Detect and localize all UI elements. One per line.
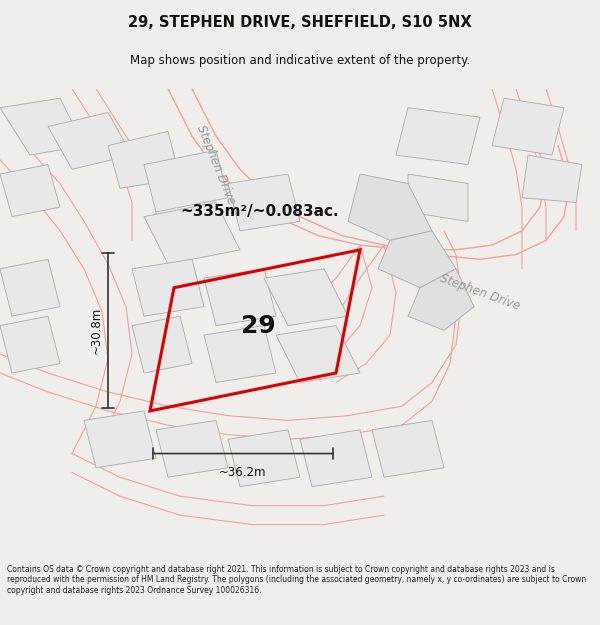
Polygon shape: [204, 326, 276, 382]
Text: Contains OS data © Crown copyright and database right 2021. This information is : Contains OS data © Crown copyright and d…: [7, 565, 586, 595]
Polygon shape: [264, 269, 348, 326]
Text: ~36.2m: ~36.2m: [219, 466, 267, 479]
Polygon shape: [228, 430, 300, 487]
Polygon shape: [144, 202, 240, 264]
Polygon shape: [396, 107, 480, 164]
Polygon shape: [300, 430, 372, 487]
Polygon shape: [0, 259, 60, 316]
Polygon shape: [84, 411, 156, 468]
Polygon shape: [132, 316, 192, 373]
Text: ~335m²/~0.083ac.: ~335m²/~0.083ac.: [180, 204, 338, 219]
Text: Stephen Drive: Stephen Drive: [194, 123, 238, 206]
Polygon shape: [156, 421, 228, 478]
Polygon shape: [108, 131, 180, 188]
Text: 29, STEPHEN DRIVE, SHEFFIELD, S10 5NX: 29, STEPHEN DRIVE, SHEFFIELD, S10 5NX: [128, 14, 472, 29]
Polygon shape: [0, 98, 84, 155]
Polygon shape: [408, 269, 474, 331]
Text: ~30.8m: ~30.8m: [89, 307, 103, 354]
Text: 29: 29: [241, 314, 275, 338]
Polygon shape: [276, 326, 360, 382]
Polygon shape: [0, 316, 60, 373]
Polygon shape: [348, 174, 432, 241]
Polygon shape: [48, 112, 132, 169]
Polygon shape: [372, 421, 444, 478]
Polygon shape: [0, 164, 60, 217]
Polygon shape: [228, 174, 300, 231]
Text: Stephen Drive: Stephen Drive: [438, 272, 522, 313]
Polygon shape: [204, 269, 276, 326]
Polygon shape: [378, 231, 456, 288]
Polygon shape: [522, 155, 582, 202]
Polygon shape: [144, 151, 228, 212]
Polygon shape: [492, 98, 564, 155]
Polygon shape: [408, 174, 468, 221]
Polygon shape: [132, 259, 204, 316]
Text: Map shows position and indicative extent of the property.: Map shows position and indicative extent…: [130, 54, 470, 67]
